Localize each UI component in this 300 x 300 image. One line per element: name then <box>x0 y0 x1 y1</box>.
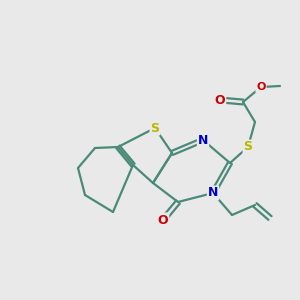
Text: S: S <box>151 122 160 134</box>
Text: N: N <box>208 187 218 200</box>
Text: O: O <box>256 82 266 92</box>
Text: S: S <box>244 140 253 154</box>
Text: N: N <box>198 134 208 146</box>
Text: O: O <box>215 94 225 106</box>
Text: O: O <box>158 214 168 226</box>
